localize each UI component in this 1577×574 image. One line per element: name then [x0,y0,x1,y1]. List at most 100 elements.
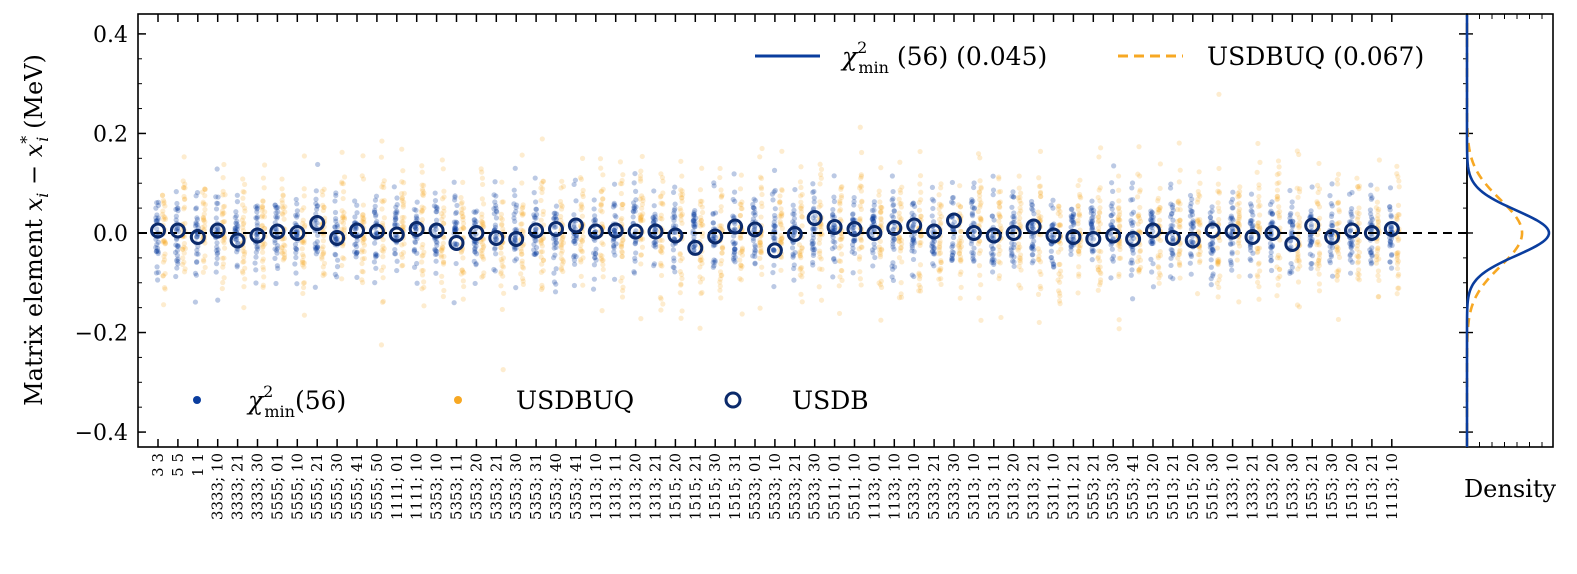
x-tick-label: 3333; 30 [249,453,267,520]
usdbuq-point [618,242,624,248]
x-tick-label: 1533; 20 [1263,453,1281,520]
chi2min-point [1287,187,1293,194]
y-tick-label: −0.4 [75,421,128,446]
usdbuq-point [918,213,924,219]
chi2min-point [491,192,497,198]
chi2min-point [334,257,341,263]
usdbuq-point [518,248,525,254]
usdbuq-point [1055,249,1061,255]
chi2min-point [830,212,836,218]
usdbuq-point [1316,204,1323,210]
chi2min-point [252,260,258,266]
usdbuq-point [538,239,544,245]
usdbuq-point [378,342,385,348]
usdbuq-point [361,236,367,242]
usdbuq-point [439,246,445,252]
chi2min-point [1368,182,1374,188]
usdbuq-point [977,155,983,161]
usdbuq-point [598,202,604,208]
usdbuq-point [1176,179,1182,185]
usdbuq-point [1037,268,1043,275]
usdbuq-point [1157,237,1164,244]
usdbuq-point [857,276,863,282]
usdbuq-point [798,255,804,261]
chi2min-point [253,280,259,286]
chi2min-point [571,222,577,228]
chi2min-point [1268,267,1275,274]
usdbuq-point [657,248,664,254]
usdbuq-point [1296,224,1302,231]
usdbuq-point [778,236,785,242]
chi2min-point [1168,262,1174,269]
usdbuq-point [1393,250,1400,257]
usdbuq-point [877,254,884,260]
usdbuq-point [458,195,464,201]
chi2min-point [294,201,300,207]
usdbuq-point [896,196,902,202]
usdbuq-point [519,264,526,270]
usdbuq-point [280,205,286,211]
usdbuq-point [379,206,385,212]
usdbuq-point [259,222,265,228]
usdbuq-point [679,211,686,217]
usdbuq-point [420,192,426,199]
chi2min-point [792,186,798,193]
usdbuq-point [1396,271,1402,277]
chi2min-point [452,194,458,200]
usdbuq-point [1235,194,1241,200]
chi2min-point [970,253,976,259]
usdbuq-point [857,254,863,260]
chi2min-point [651,263,657,269]
chi2min-point [1170,202,1176,208]
usdbuq-point [679,195,685,201]
usdbuq-point [500,199,506,205]
usdbuq-point [1334,244,1340,250]
usdbuq-point [1137,204,1143,211]
usdbuq-point [221,240,227,246]
chi2min-point [1309,236,1315,243]
usdbuq-point [1177,217,1183,223]
usdbuq-point [1295,279,1302,285]
usdbuq-point [956,250,963,256]
chi2min-point [1110,188,1116,194]
usdbuq-point [159,192,166,198]
legend-chi2min-marker [193,396,201,404]
usdbuq-point [1037,189,1044,195]
chi2min-point [294,208,300,214]
usdbuq-point [1075,248,1082,254]
usdbuq-point [1057,279,1063,285]
usdbuq-point [659,216,665,222]
usdbuq-point [777,218,783,225]
usdbuq-point [339,219,345,225]
usdbuq-point [1274,171,1280,178]
usdbuq-point [221,245,228,251]
usdbuq-point [419,182,425,188]
usdbuq-point [1157,204,1163,211]
usdbuq-point [898,237,905,243]
usdbuq-point [1055,210,1061,217]
usdbuq-point [360,256,366,262]
chi2min-point [1247,273,1253,279]
usdbuq-point [321,260,328,266]
chi2min-point [571,212,577,218]
usdbuq-point [1075,203,1081,209]
usdbuq-point [540,186,546,192]
usdbuq-point [499,216,505,223]
usdbuq-point [638,178,644,184]
usdbuq-point [300,220,306,226]
usdbuq-point [479,214,485,221]
usdbuq-point [957,295,963,301]
usdbuq-point [857,235,864,241]
usdbuq-point [300,262,306,268]
usdbuq-point [938,181,944,187]
usdbuq-point [239,217,245,223]
usdbuq-point [1395,285,1401,291]
usdbuq-point [997,204,1003,210]
chi2min-point [1187,260,1193,266]
usdbuq-point [220,279,226,286]
chi2min-point [950,200,956,206]
usdbuq-point [917,181,923,187]
x-tick-label: 5511; 10 [846,453,864,520]
chi2min-point [613,214,619,220]
usdbuq-point [1254,272,1260,278]
